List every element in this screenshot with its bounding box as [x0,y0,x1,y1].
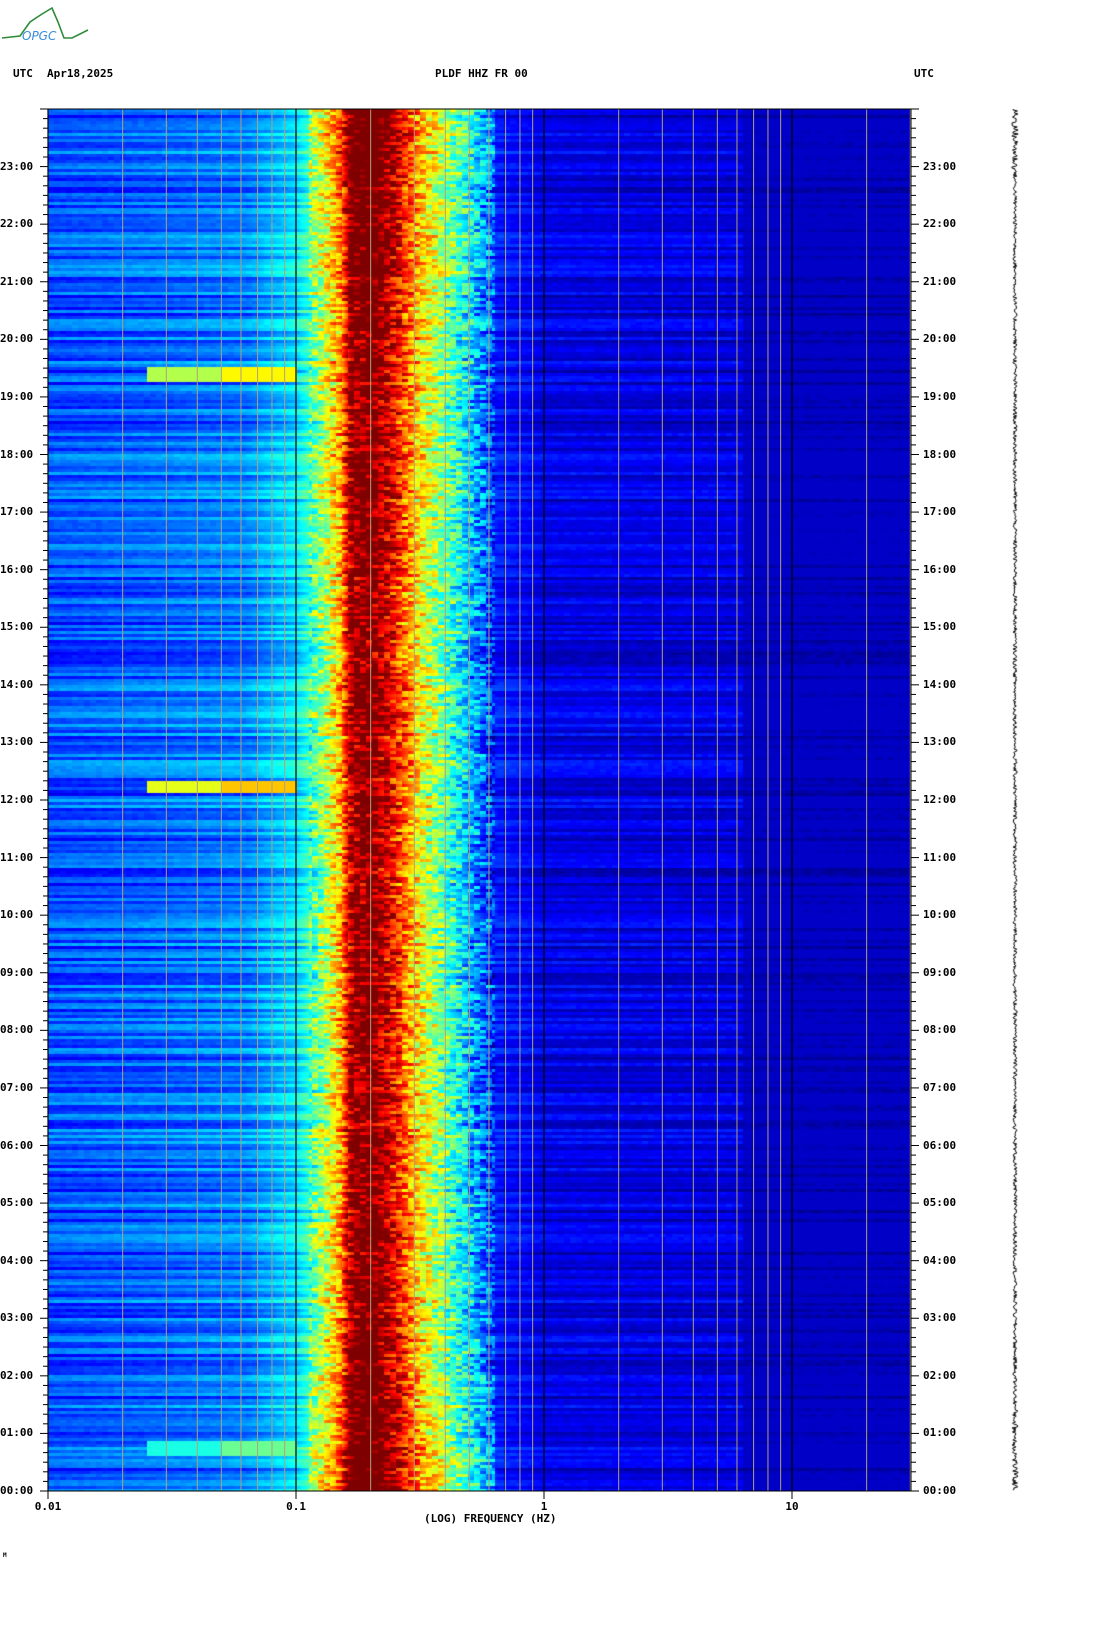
date-label: Apr18,2025 [47,67,114,80]
left-time-label: 19:00 [0,389,34,403]
right-time-label: 03:00 [923,1311,957,1325]
right-time-label: 17:00 [923,505,957,519]
left-time-label: 22:00 [0,217,34,231]
right-time-label: 01:00 [923,1426,957,1440]
right-time-label: 02:00 [923,1368,957,1382]
left-time-label: 21:00 [0,274,34,288]
right-time-label: 08:00 [923,1023,957,1037]
left-time-label: 01:00 [0,1426,34,1440]
left-time-label: 09:00 [0,965,34,979]
right-time-label: 20:00 [923,332,957,346]
right-time-label: 12:00 [923,793,957,806]
station-title: PLDF HHZ FR 00 [435,67,528,80]
left-time-label: 05:00 [0,1196,34,1210]
left-time-label: 02:00 [0,1368,34,1382]
left-timezone-label: UTC [13,67,33,80]
left-time-label: 06:00 [0,1138,34,1152]
left-time-label: 16:00 [0,562,34,576]
right-time-label: 14:00 [923,677,957,691]
right-time-label: 04:00 [923,1253,957,1267]
left-time-label: 20:00 [0,332,34,346]
left-time-label: 23:00 [0,159,34,173]
right-time-label: 11:00 [923,850,957,864]
right-time-label: 00:00 [923,1484,957,1497]
svg-text:OPGC: OPGC [22,29,57,43]
right-time-label: 16:00 [923,562,957,576]
x-tick-label: 0.01 [34,1500,62,1513]
plot-frame [47,108,912,1492]
right-time-label: 22:00 [923,217,957,231]
left-time-label: 18:00 [0,447,34,461]
right-time-label: 10:00 [923,908,957,922]
right-time-label: 05:00 [923,1196,957,1210]
right-time-label: 18:00 [923,447,957,461]
footer-mark: M [3,1552,7,1559]
left-time-label: 11:00 [0,850,34,864]
left-time-label: 10:00 [0,908,34,922]
right-time-label: 09:00 [923,965,957,979]
left-time-label: 17:00 [0,505,34,519]
x-tick-label: 1 [540,1500,548,1513]
x-axis-label: (LOG) FREQUENCY (HZ) [424,1512,557,1525]
x-tick-label: 0.1 [286,1500,306,1513]
left-time-label: 00:00 [0,1484,34,1497]
right-time-label: 06:00 [923,1138,957,1152]
left-time-label: 13:00 [0,735,34,749]
seismogram-trace [1005,109,1025,1491]
left-time-label: 07:00 [0,1080,34,1094]
opgc-logo: OPGC [1,6,89,43]
right-time-label: 23:00 [923,159,957,173]
left-time-label: 15:00 [0,620,34,634]
right-time-label: 15:00 [923,620,957,634]
spectrogram-heatmap [48,109,911,1491]
left-time-label: 08:00 [0,1023,34,1037]
left-time-label: 14:00 [0,677,34,691]
right-time-label: 13:00 [923,735,957,749]
x-tick-label: 10 [785,1500,799,1513]
right-timezone-label: UTC [914,67,934,80]
left-time-label: 12:00 [0,793,34,806]
right-time-label: 21:00 [923,274,957,288]
left-time-label: 04:00 [0,1253,34,1267]
left-time-label: 03:00 [0,1311,34,1325]
right-time-label: 07:00 [923,1080,957,1094]
right-time-label: 19:00 [923,389,957,403]
